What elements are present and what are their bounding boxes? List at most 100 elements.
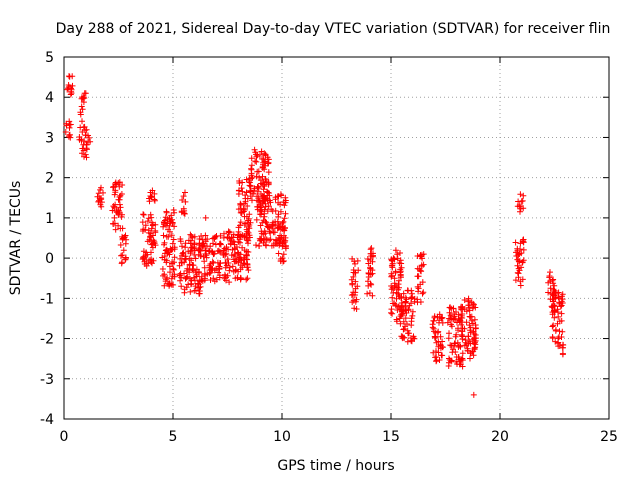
data-point [184, 265, 191, 272]
data-point [555, 309, 561, 316]
data-point [180, 193, 187, 200]
y-tick-label: 0 [45, 251, 54, 267]
data-point [235, 255, 242, 261]
data-point [170, 207, 177, 213]
data-point [248, 155, 255, 162]
data-point [408, 315, 415, 322]
x-tick-label: 25 [600, 429, 618, 445]
data-point [393, 295, 400, 302]
data-point [265, 203, 272, 210]
data-point [247, 188, 254, 195]
data-point [246, 182, 253, 189]
x-tick-label: 15 [382, 429, 400, 445]
data-point [230, 268, 237, 275]
data-point [179, 197, 186, 203]
data-point [282, 245, 289, 252]
data-point [420, 251, 427, 258]
data-point [404, 338, 411, 345]
data-point [237, 262, 244, 269]
y-tick-label: 5 [45, 50, 54, 66]
data-point [161, 221, 167, 228]
data-point [401, 326, 407, 332]
data-point [177, 277, 184, 284]
data-point [202, 214, 209, 221]
data-point [168, 275, 175, 282]
data-point [467, 355, 473, 362]
data-point [444, 319, 451, 326]
data-point [224, 234, 231, 240]
data-point [402, 294, 409, 301]
data-point [351, 258, 358, 265]
data-point [217, 232, 224, 239]
data-point [201, 258, 208, 265]
data-point [418, 268, 425, 275]
data-point [253, 216, 260, 223]
data-point [408, 338, 415, 345]
data-point [148, 194, 155, 201]
data-point [140, 248, 147, 255]
data-point [159, 266, 166, 272]
data-point [148, 225, 155, 232]
data-point [437, 333, 444, 340]
data-point [462, 339, 469, 346]
data-point [65, 133, 72, 140]
data-point [160, 232, 167, 239]
data-point [463, 319, 470, 326]
data-point [225, 229, 232, 236]
data-point [171, 244, 178, 251]
data-point [457, 361, 464, 368]
data-point [243, 252, 250, 259]
data-point [352, 278, 359, 285]
data-point [272, 194, 279, 201]
data-point [180, 205, 187, 212]
data-point [405, 307, 412, 314]
data-point [466, 322, 473, 329]
data-point [187, 240, 194, 247]
data-point [551, 302, 558, 309]
data-point [140, 211, 147, 218]
data-point [390, 289, 397, 296]
data-point [178, 274, 185, 281]
data-point [369, 270, 376, 277]
data-point [260, 161, 266, 168]
data-point [191, 251, 198, 258]
data-point [458, 306, 465, 313]
data-point [556, 318, 563, 325]
data-point [270, 229, 277, 236]
data-point [254, 188, 261, 195]
data-point [408, 290, 415, 297]
data-point [279, 243, 286, 250]
axis-ticks: 0 5 10 15 20 25 -4 -3 -2 -1 0 1 2 3 4 5 [40, 50, 618, 445]
data-point [262, 151, 269, 158]
data-point [455, 344, 462, 350]
data-point [551, 282, 558, 289]
data-point [396, 260, 403, 266]
data-point [517, 240, 524, 247]
data-point [148, 241, 155, 248]
data-point [238, 185, 245, 192]
plot-frame [63, 56, 610, 420]
data-point [83, 126, 90, 133]
data-point [396, 315, 403, 322]
data-point [463, 308, 470, 315]
data-point [559, 291, 566, 298]
data-point [261, 213, 268, 220]
data-point [275, 213, 282, 220]
data-point [63, 122, 70, 129]
data-point [397, 250, 403, 256]
data-point [514, 262, 521, 269]
data-point [264, 188, 270, 195]
data-point [209, 265, 216, 272]
x-axis-label: GPS time / hours [277, 458, 394, 474]
data-point [258, 230, 265, 237]
data-point [168, 281, 175, 288]
data-point [281, 202, 288, 209]
data-point [206, 270, 213, 277]
data-point [355, 267, 362, 274]
data-point [109, 207, 116, 214]
data-point [165, 233, 172, 240]
data-point [226, 279, 233, 286]
data-point [119, 252, 126, 259]
data-point [168, 232, 175, 239]
data-point [201, 275, 208, 282]
